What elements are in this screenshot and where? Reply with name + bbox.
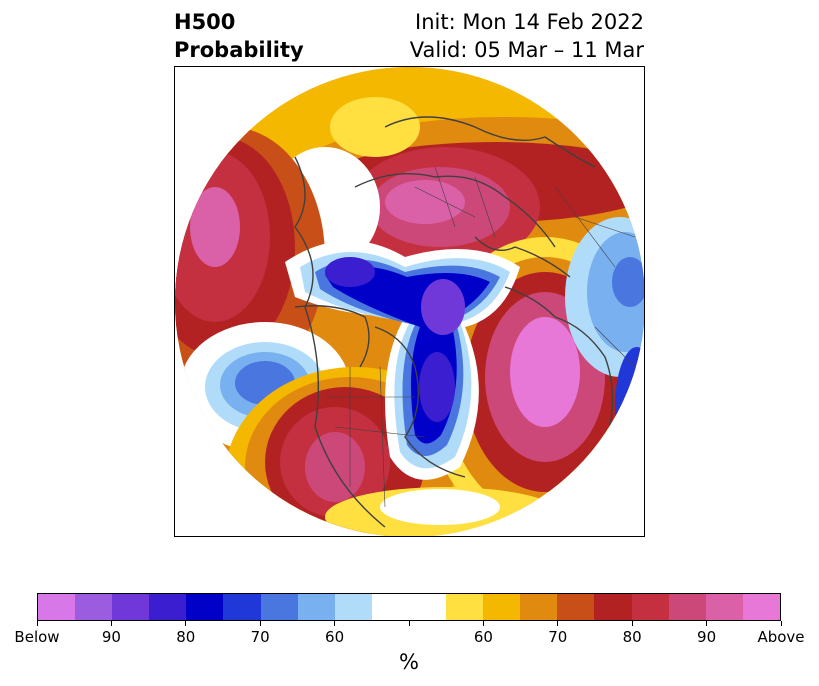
colorbar-tickmark — [110, 621, 112, 626]
probability-map — [175, 67, 644, 536]
colorbar-above-6 — [668, 594, 706, 620]
colorbar-tick-label: Above — [757, 628, 805, 646]
colorbar-above-3 — [557, 594, 595, 620]
colorbar-below-1 — [75, 594, 113, 620]
colorbar-tickmark — [557, 621, 559, 626]
colorbar-below-3 — [149, 594, 187, 620]
init-date: Init: Mon 14 Feb 2022 — [415, 10, 644, 34]
colorbar-above-4 — [594, 594, 632, 620]
colorbar-tick-label: 70 — [548, 628, 568, 646]
map-panel — [174, 66, 645, 537]
colorbar-tickmark — [706, 621, 708, 626]
colorbar-tickmark — [259, 621, 261, 626]
colorbar-tick-label: 80 — [622, 628, 642, 646]
colorbar-tick-label: 60 — [325, 628, 345, 646]
colorbar-above-5 — [631, 594, 669, 620]
kind-label: Probability — [174, 38, 304, 62]
colorbar-above-8 — [742, 594, 780, 620]
colorbar-tick-label: 60 — [473, 628, 493, 646]
colorbar-below-7 — [297, 594, 335, 620]
colorbar-above-7 — [705, 594, 743, 620]
colorbar-tick-label: 70 — [250, 628, 270, 646]
colorbar — [37, 593, 781, 621]
colorbar-tickmark — [36, 621, 38, 626]
colorbar-tick-label: 80 — [176, 628, 196, 646]
variable-label: H500 — [174, 10, 236, 34]
colorbar-unit: % — [399, 650, 419, 674]
colorbar-neutral — [371, 594, 447, 620]
colorbar-below-6 — [260, 594, 298, 620]
colorbar-tick-label: Below — [14, 628, 60, 646]
colorbar-tickmark — [780, 621, 782, 626]
colorbar-below-8 — [334, 594, 372, 620]
chart-title: H500 Probability — [174, 8, 304, 64]
contour-fill — [175, 67, 644, 536]
colorbar-above-1 — [483, 594, 521, 620]
colorbar-below-4 — [186, 594, 224, 620]
colorbar-tick-label: 90 — [101, 628, 121, 646]
valid-range: Valid: 05 Mar – 11 Mar — [409, 38, 644, 62]
colorbar-tickmark — [185, 621, 187, 626]
colorbar-above-0 — [446, 594, 484, 620]
colorbar-tickmark — [482, 621, 484, 626]
colorbar-tickmark — [408, 621, 410, 626]
coastlines — [294, 116, 614, 528]
colorbar-tickmark — [334, 621, 336, 626]
colorbar-below-5 — [223, 594, 261, 620]
colorbar-tickmark — [631, 621, 633, 626]
colorbar-tick-label: 90 — [697, 628, 717, 646]
colorbar-below-2 — [112, 594, 150, 620]
date-info: Init: Mon 14 Feb 2022 Valid: 05 Mar – 11… — [410, 8, 644, 64]
colorbar-below-0 — [38, 594, 76, 620]
colorbar-above-2 — [520, 594, 558, 620]
borders — [325, 166, 636, 508]
